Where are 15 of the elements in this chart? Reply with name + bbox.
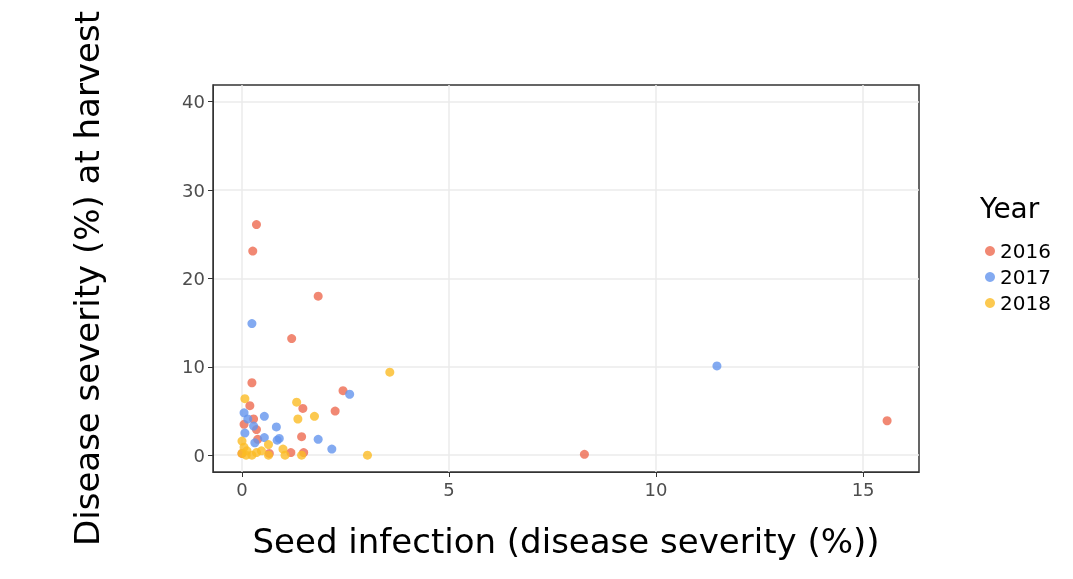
y-tick-label: 30 [182,179,205,201]
legend-label: 2018 [1000,291,1051,315]
legend-label: 2017 [1000,265,1051,289]
y-tick-label: 10 [182,356,205,378]
y-tick-label: 0 [193,444,205,466]
x-tick-label: 0 [236,478,248,500]
y-tick-label: 20 [182,267,205,289]
y-axis-title: Disease severity (%) at harvest [67,11,107,546]
x-axis-title: Seed infection (disease severity (%)) [252,521,880,561]
y-tick-label: 40 [182,91,205,113]
x-tick-label: 5 [443,478,455,500]
x-tick-label: 10 [644,478,668,500]
legend-label: 2016 [1000,239,1051,263]
legend-title: Year [979,191,1040,225]
x-tick-label: 15 [851,478,875,500]
